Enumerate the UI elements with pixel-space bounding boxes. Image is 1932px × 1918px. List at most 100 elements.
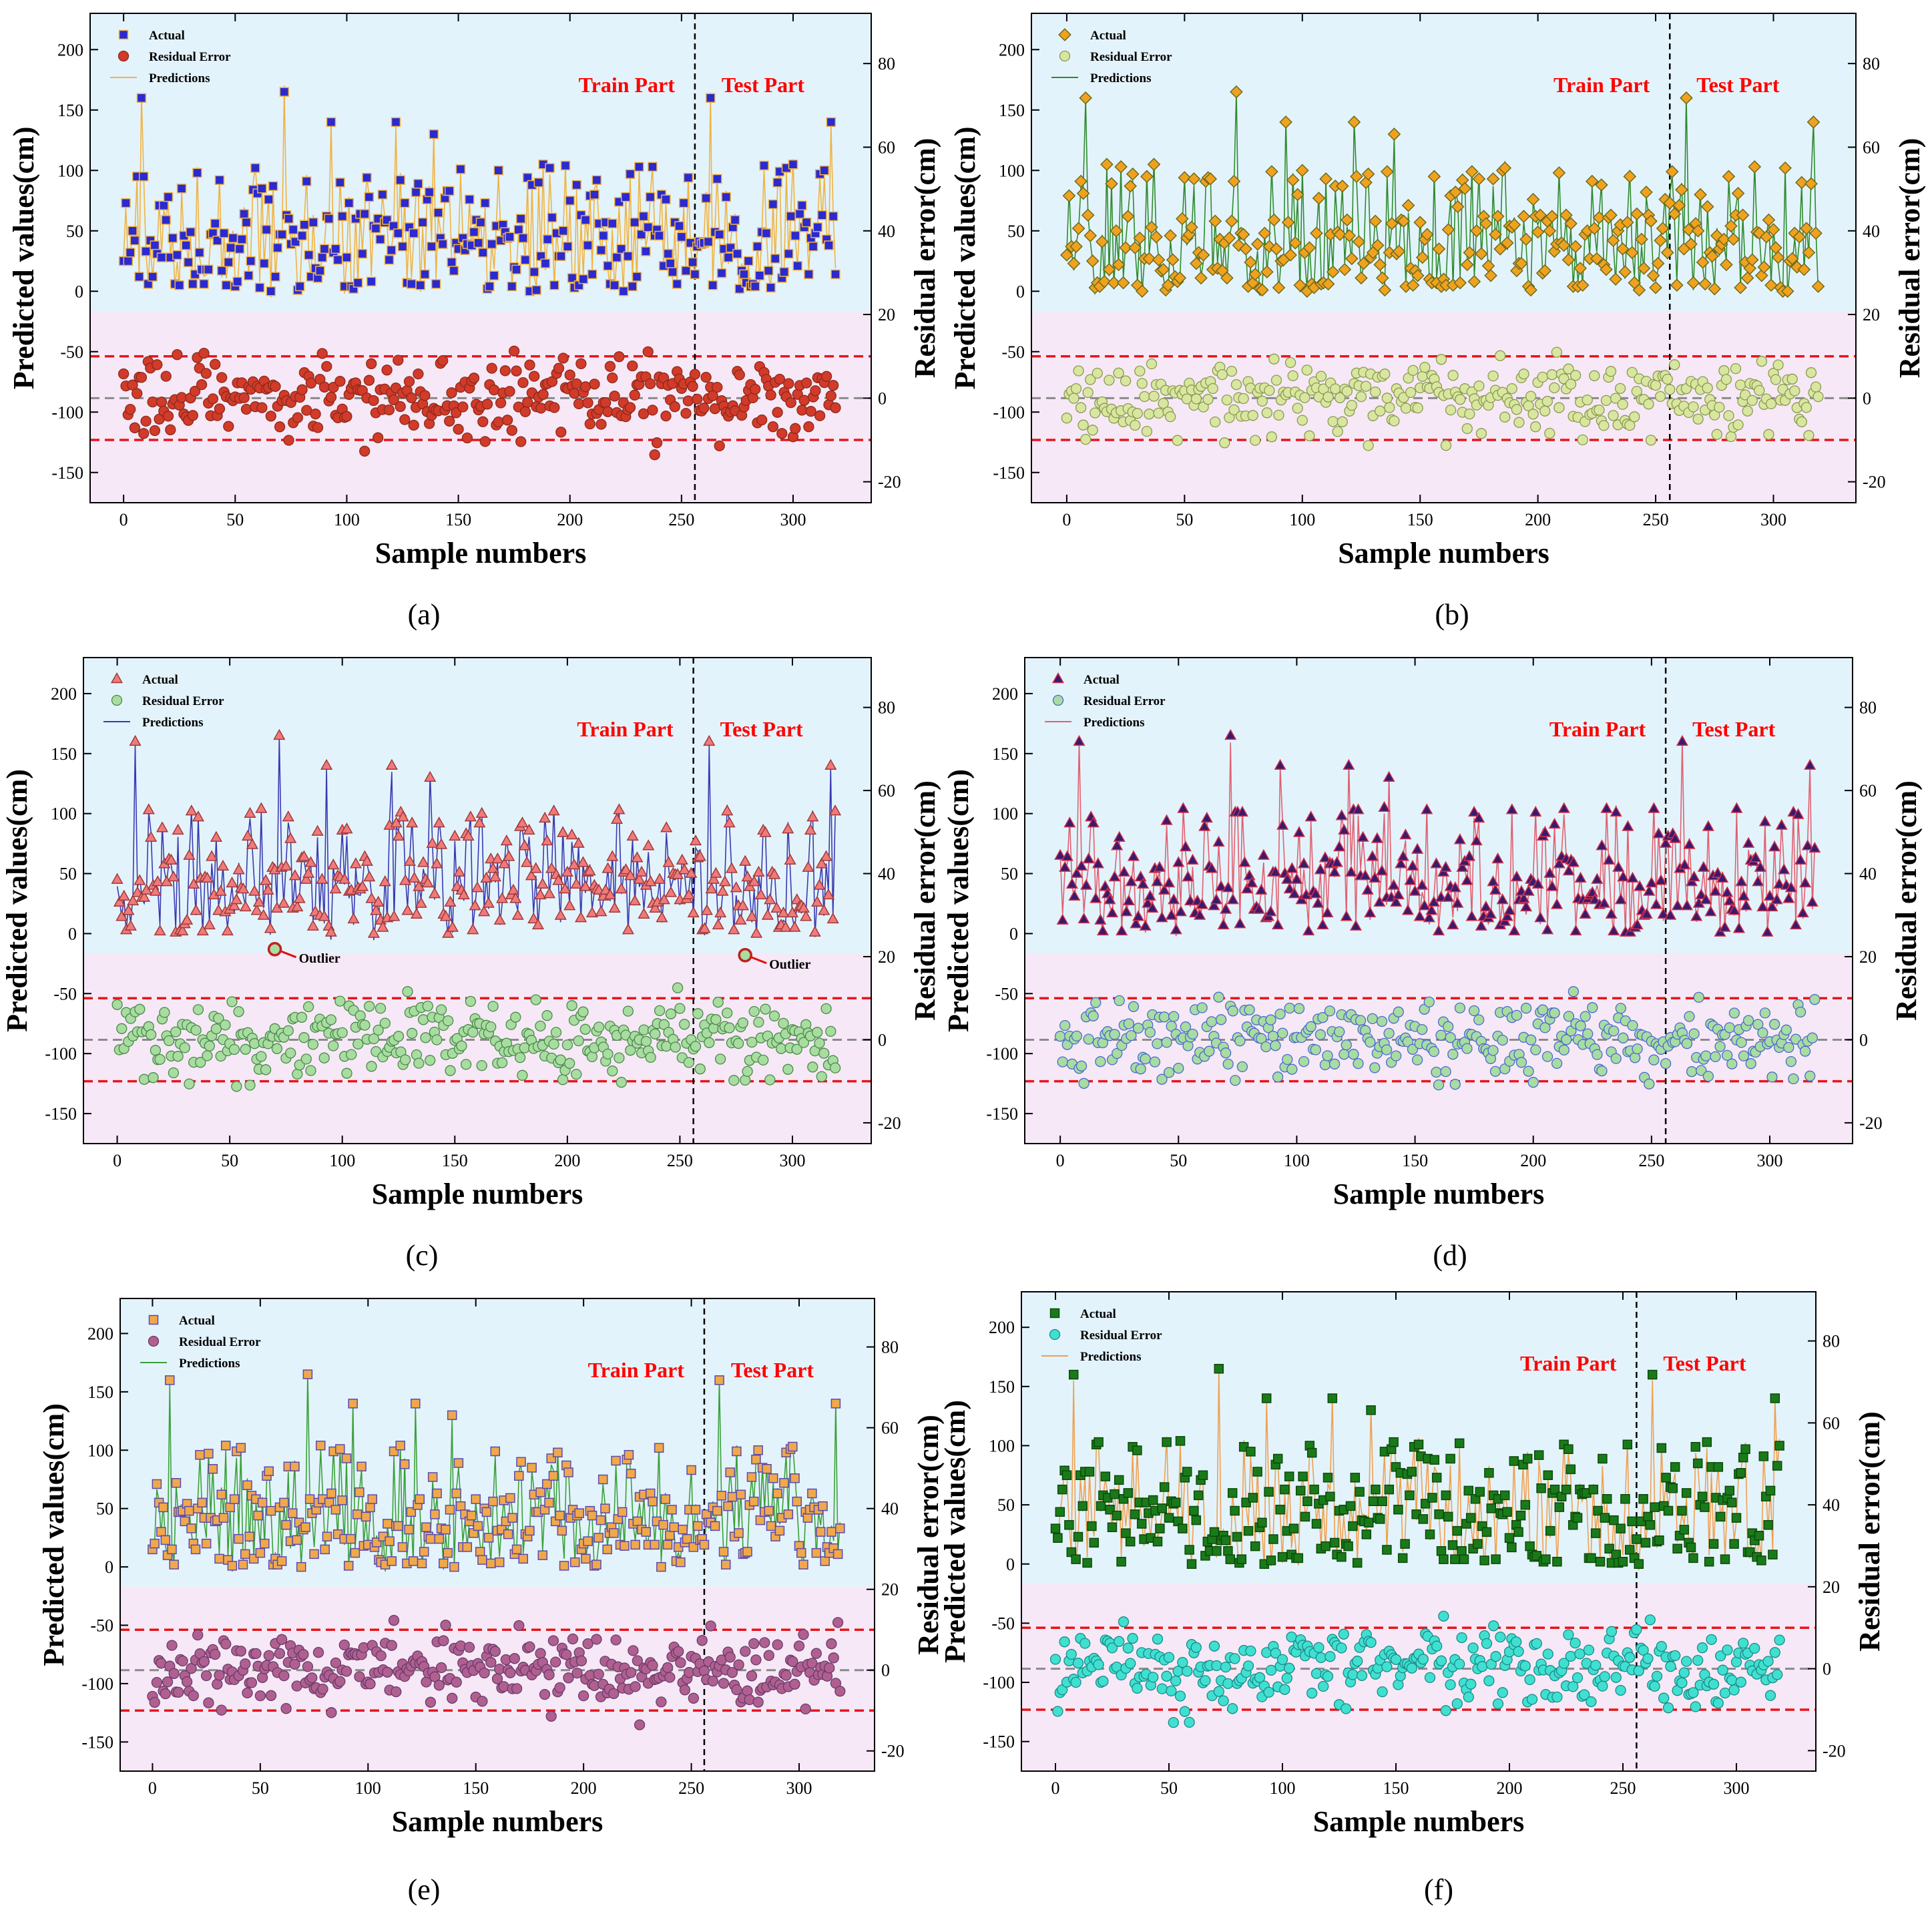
residual-point [173, 1686, 184, 1698]
actual-point [1208, 214, 1222, 228]
actual-point [485, 281, 495, 292]
actual-point [515, 214, 526, 224]
actual-point [1598, 1453, 1608, 1464]
actual-point [1331, 856, 1343, 867]
actual-point [1691, 224, 1705, 238]
actual-point [1250, 237, 1264, 251]
actual-point [1768, 1549, 1778, 1560]
residual-point [1215, 1014, 1227, 1025]
residual-point [1438, 1610, 1449, 1622]
residual-point [1738, 1050, 1750, 1061]
residual-point [579, 381, 591, 393]
actual-point [687, 906, 700, 918]
actual-point [1073, 734, 1085, 746]
residual-point [1606, 1626, 1618, 1637]
residual-point [1365, 1036, 1376, 1048]
residual-point [763, 1650, 774, 1661]
actual-point [663, 248, 674, 259]
residual-point [1445, 404, 1457, 416]
residual-point [1610, 1672, 1622, 1683]
actual-point [1148, 1495, 1158, 1505]
actual-point [1771, 250, 1785, 264]
actual-point [698, 922, 711, 933]
residual-point [1318, 383, 1329, 395]
actual-point [1654, 874, 1668, 885]
actual-point [1502, 1507, 1512, 1517]
residual-point [1783, 1041, 1794, 1053]
actual-point [1669, 832, 1682, 843]
train-part-label: Train Part [579, 73, 676, 97]
actual-point [1675, 183, 1688, 197]
actual-point [1717, 232, 1731, 246]
actual-point [1094, 1437, 1104, 1447]
actual-point [1479, 900, 1492, 912]
actual-point [1501, 910, 1513, 921]
residual-point [354, 1671, 365, 1682]
actual-point [623, 251, 633, 262]
residual-point [582, 1638, 593, 1650]
actual-point [1728, 904, 1740, 915]
actual-point [1757, 260, 1771, 274]
residual-point [709, 403, 721, 415]
actual-point [427, 242, 437, 252]
residual-point [276, 1634, 288, 1645]
residual-point [399, 414, 411, 425]
actual-point [742, 1547, 752, 1557]
actual-point [1284, 1471, 1294, 1481]
left-axis-title: Predicted values(cm) [7, 127, 40, 390]
residual-point [117, 368, 130, 380]
actual-point [578, 274, 589, 284]
actual-point [1375, 1514, 1385, 1524]
actual-point [1157, 1503, 1168, 1513]
actual-point [632, 1516, 643, 1527]
actual-point [601, 862, 614, 873]
residual-point [1804, 1070, 1816, 1082]
actual-point [1136, 284, 1149, 298]
actual-point [221, 280, 232, 290]
actual-point [1184, 894, 1197, 906]
residual-point [1218, 1695, 1229, 1706]
actual-point [292, 1535, 302, 1545]
actual-point [1212, 835, 1225, 847]
actual-point [585, 906, 599, 918]
residual-point [1696, 1065, 1707, 1076]
residual-point [172, 349, 183, 361]
residual-point [600, 397, 612, 409]
residual-point [1284, 1662, 1295, 1674]
actual-point [732, 248, 742, 259]
x-tick-label: 200 [554, 1151, 580, 1170]
residual-point [772, 1639, 783, 1650]
residual-point [1204, 1045, 1215, 1057]
actual-point [411, 1399, 421, 1409]
residual-point [1389, 415, 1400, 427]
residual-point [1281, 1672, 1292, 1684]
actual-point [1130, 1509, 1140, 1519]
actual-point [1622, 820, 1634, 831]
actual-point [1663, 1505, 1674, 1516]
residual-points [147, 1615, 846, 1730]
test-part-label: Test Part [731, 1358, 814, 1382]
residual-point [1511, 404, 1523, 415]
residual-point [1542, 1648, 1553, 1660]
residual-point [567, 1633, 579, 1645]
actual-point [163, 192, 174, 202]
residual-point [1412, 402, 1423, 414]
residual-point [417, 1014, 429, 1025]
residual-point [1769, 1647, 1780, 1658]
residual-point [656, 1696, 667, 1708]
actual-point [212, 236, 222, 246]
actual-point [547, 804, 560, 816]
residual-point [298, 1649, 309, 1660]
actual-point [1718, 921, 1731, 932]
actual-point [503, 850, 515, 861]
actual-point [1456, 861, 1469, 872]
actual-point [1087, 1521, 1097, 1531]
actual-point [1070, 867, 1083, 878]
actual-point [1520, 900, 1533, 912]
residual-point [1706, 1634, 1717, 1646]
residual-point [202, 1050, 213, 1061]
residual-point [317, 1683, 328, 1695]
actual-point [1290, 188, 1304, 202]
actual-point [239, 209, 249, 219]
residual-point [1127, 1633, 1138, 1644]
